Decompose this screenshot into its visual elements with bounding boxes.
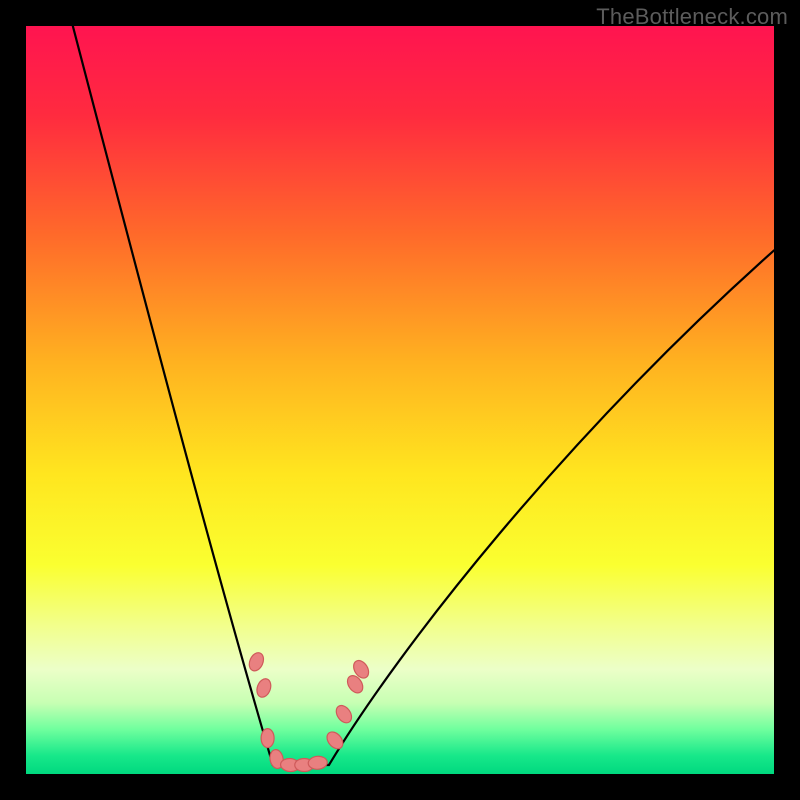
plot-background (26, 26, 774, 774)
curve-marker (261, 729, 274, 748)
watermark-text: TheBottleneck.com (596, 4, 788, 30)
bottleneck-chart (0, 0, 800, 800)
chart-container: TheBottleneck.com (0, 0, 800, 800)
